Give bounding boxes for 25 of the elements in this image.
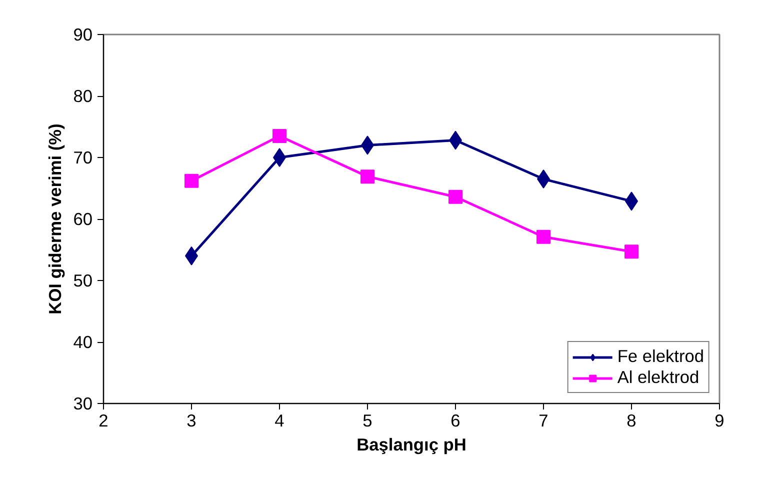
x-tick-label: 6: [450, 410, 460, 430]
y-tick-label: 90: [73, 24, 93, 44]
y-tick-label: 80: [73, 86, 93, 106]
x-tick-label: 8: [626, 410, 636, 430]
legend-label: Fe elektrod: [617, 346, 704, 367]
point: [360, 170, 374, 184]
x-axis-title: Başlangıç pH: [356, 434, 466, 454]
point: [448, 190, 462, 204]
x-tick-label: 4: [274, 410, 285, 430]
point: [536, 230, 550, 244]
y-tick-label: 60: [73, 209, 93, 229]
point: [184, 174, 198, 188]
x-tick-label: 3: [186, 410, 196, 430]
x-tick-label: 5: [362, 410, 372, 430]
point: [272, 128, 286, 143]
y-tick-label: 40: [73, 332, 93, 352]
point: [624, 244, 638, 259]
y-tick-label: 50: [73, 270, 93, 290]
x-tick-label: 9: [714, 410, 724, 430]
x-tick-label: 2: [98, 410, 108, 430]
x-tick-label: 7: [538, 410, 548, 430]
y-tick-label: 30: [73, 394, 93, 414]
legend-label: Al elektrod: [617, 367, 700, 388]
y-axis-title: KOI giderme verimi (%): [45, 124, 66, 314]
y-tick-label: 70: [73, 148, 93, 168]
